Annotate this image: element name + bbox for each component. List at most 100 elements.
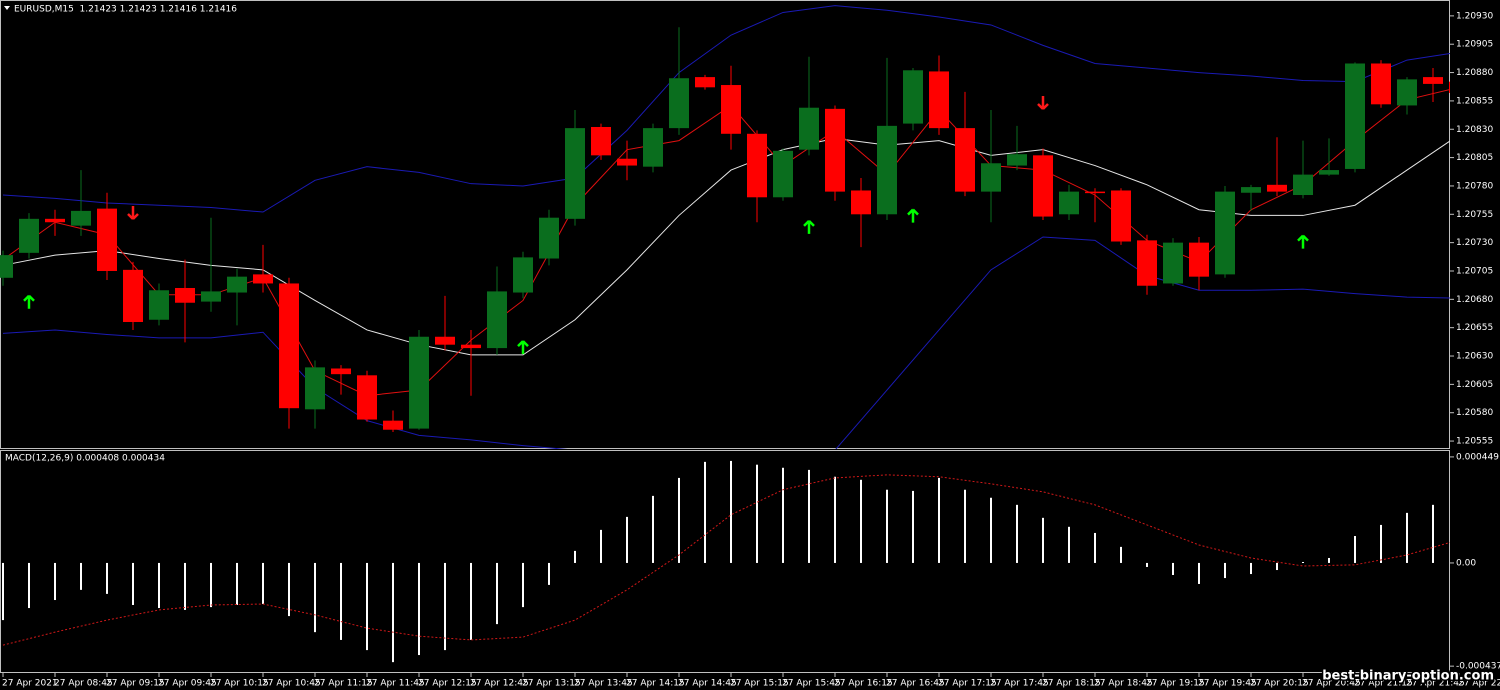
x-tick-label: 27 Apr 12:45 [470,679,529,689]
x-tick-label: 27 Apr 20:15 [1250,679,1309,689]
macd-bar [1432,504,1434,563]
macd-bar [1042,517,1044,563]
candle-body [305,367,325,410]
y-tick-label: 0.000449 [1456,452,1499,462]
candle-body [877,125,897,215]
y-tick-label: 1.20730 [1456,238,1493,248]
candle-body [1267,184,1287,192]
candle-body [1189,242,1209,277]
macd-bar [1198,562,1200,584]
x-tick-label: 27 Apr 12:15 [418,679,477,689]
candle-body [799,107,819,150]
macd-bar [1224,562,1226,579]
candle-body [617,158,637,166]
y-tick-label: 1.20680 [1456,295,1493,305]
macd-bar [340,562,342,640]
macd-bar [28,562,30,609]
x-tick-label: 27 Apr 15:45 [782,679,841,689]
candle-body [747,133,767,198]
macd-bar [418,562,420,656]
macd-bar [938,477,940,563]
macd-bar [1250,562,1252,575]
y-tick-label: 1.20605 [1456,380,1493,390]
y-tick-label: 1.20905 [1456,40,1493,50]
macd-bar [548,562,550,585]
candle-body [1319,170,1339,175]
candle-body [1111,190,1131,242]
candle-body [903,70,923,124]
x-tick-label: 27 Apr 21:15 [1354,679,1413,689]
macd-bar [210,562,212,608]
watermark: best-binary-option.com [1322,669,1494,684]
candle-body [1085,191,1105,194]
macd-bar [1120,546,1122,563]
y-tick-label: 1.20655 [1456,323,1493,333]
candle-body [487,291,507,349]
candle-body [97,208,117,271]
x-tick-label: 27 Apr 20:45 [1302,679,1361,689]
macd-bar [444,562,446,651]
y-tick-label: 1.20755 [1456,210,1493,220]
candle-body [1397,79,1417,106]
x-tick-label: 27 Apr 14:15 [626,679,685,689]
candle-body [357,375,377,420]
macd-bar [704,461,706,563]
price-panel-frame [0,0,1450,449]
candle-body [643,128,663,167]
y-tick-label: 1.20780 [1456,181,1493,191]
macd-bar [756,464,758,563]
buy-arrow [803,220,815,234]
candle-body [435,336,455,345]
buy-arrow [907,208,919,223]
x-tick-label: 27 Apr 22:15 [1458,679,1500,689]
macd-bar [834,476,836,563]
x-tick-label: 27 Apr 21:45 [1406,679,1465,689]
macd-bar [1458,500,1460,563]
macd-bar [54,562,56,601]
candle-body [695,77,715,88]
candle-body [1163,242,1183,284]
macd-bar [1302,562,1304,563]
candle-body [461,344,481,349]
macd-bar [288,562,290,617]
macd-bar [652,495,654,563]
y-tick-label: 1.20930 [1456,11,1493,21]
candle-body [227,276,247,293]
macd-bar [496,562,498,625]
sell-arrow [1037,96,1049,110]
candle-body [409,336,429,429]
candle-body [851,190,871,215]
macd-bar [106,562,108,594]
macd-bar [1276,562,1278,571]
macd-bar [600,529,602,563]
x-tick-label: 27 Apr 14:45 [678,679,737,689]
macd-bar [1016,504,1018,563]
macd-bar [990,497,992,563]
macd-panel-frame [0,450,1450,673]
candle-body [383,420,403,430]
candle-body [539,217,559,259]
x-tick-label: 27 Apr 16:45 [886,679,945,689]
price-panel-title: EURUSD,M15 1.21423 1.21423 1.21416 1.214… [14,5,237,15]
macd-panel-title: MACD(12,26,9) 0.000408 0.000434 [5,454,165,464]
x-tick-label: 27 Apr 11:15 [314,679,373,689]
candle-body [0,255,13,278]
y-tick-label: 1.20630 [1456,352,1493,362]
y-tick-label: 1.20555 [1456,437,1493,447]
macd-bar [626,516,628,563]
candle-body [1059,191,1079,215]
candle-body [981,163,1001,192]
x-tick-label: 27 Apr 18:15 [1042,679,1101,689]
candle-body [1371,63,1391,105]
macd-bar [1328,557,1330,563]
candle-body [1423,77,1443,84]
y-tick-label: 1.20805 [1456,153,1493,163]
indicator-line [2,236,1450,449]
symbol-menu-triangle[interactable] [4,6,10,10]
x-tick-label: 27 Apr 10:15 [210,679,269,689]
x-tick-label: 27 Apr 16:15 [834,679,893,689]
macd-bar [184,562,186,610]
x-tick-label: 27 Apr 13:45 [574,679,633,689]
x-tick-label: 27 Apr 11:45 [366,679,425,689]
macd-bar [522,562,524,608]
